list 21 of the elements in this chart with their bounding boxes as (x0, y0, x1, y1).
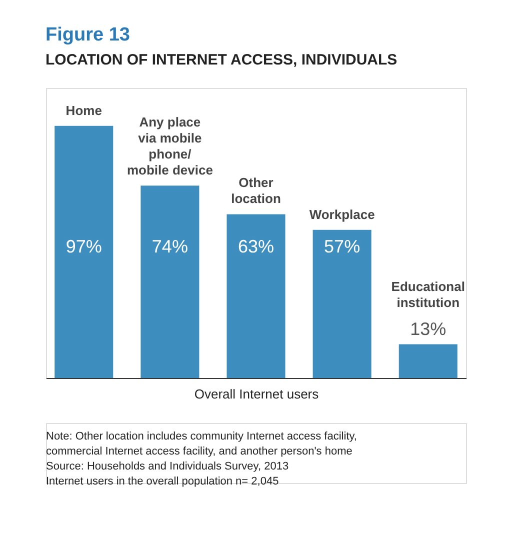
bar (398, 344, 458, 378)
text: Internet users in the overall population n= 2,045 (46, 476, 279, 488)
x-tick-label: Workplace (309, 206, 375, 222)
data-label: 74% (152, 236, 188, 256)
data-label: 57% (324, 236, 360, 256)
bar (140, 186, 200, 378)
bar (226, 214, 286, 378)
x-axis-title: Overall Internet users (194, 386, 320, 402)
chart-subtitle: LOCATION OF INTERNET ACCESS, INDIVIDUALS (46, 52, 398, 68)
x-tick-label: Other location (231, 175, 281, 206)
chart-title: Figure 13 (46, 24, 130, 46)
x-tick-label: Any place via mobile phone/ mobile device (126, 114, 213, 178)
x-tick-label: Home (66, 102, 102, 118)
data-label: 13% (410, 319, 446, 340)
data-label: 63% (238, 236, 274, 256)
source-note: Source: Households and Individuals Survey, 2013 (46, 460, 289, 472)
x-tick-label: Educational institution (391, 279, 465, 310)
text: Note: Other location includes community Internet access facility, commercial Internet access facility, and another person's home (46, 430, 357, 458)
data-label: 97% (66, 236, 102, 256)
bar (54, 126, 114, 378)
bar (312, 230, 372, 378)
